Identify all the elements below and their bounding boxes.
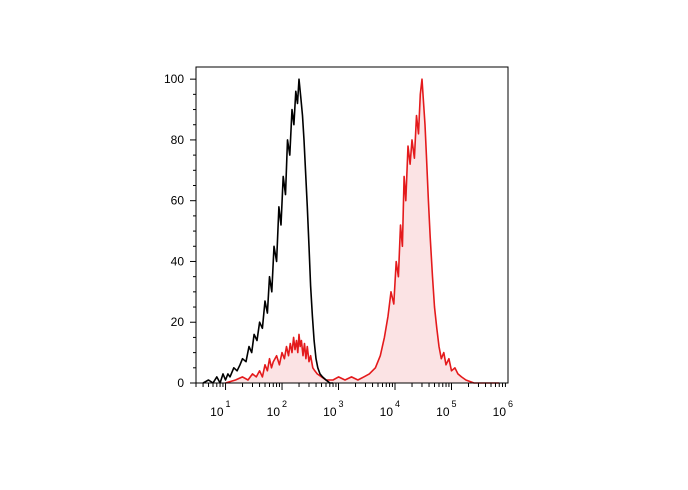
x-tick-label-base: 10 xyxy=(210,405,224,419)
x-tick-label-exponent: 1 xyxy=(226,399,231,409)
x-tick-label-exponent: 2 xyxy=(282,399,287,409)
x-tick-label-base: 10 xyxy=(493,405,507,419)
y-tick-label: 80 xyxy=(171,133,185,147)
series-0-line xyxy=(202,78,333,384)
plot-frame xyxy=(195,66,509,384)
series-1-line xyxy=(225,78,500,384)
x-tick-label-exponent: 3 xyxy=(339,399,344,409)
y-tick-label: 20 xyxy=(171,315,185,329)
x-tick-label-base: 10 xyxy=(323,405,337,419)
x-tick-label-exponent: 6 xyxy=(508,399,513,409)
y-tick-label: 40 xyxy=(171,254,185,268)
x-tick-label-exponent: 4 xyxy=(395,399,400,409)
x-tick-label-base: 10 xyxy=(267,405,281,419)
x-tick-label-base: 10 xyxy=(380,405,394,419)
y-tick-label: 100 xyxy=(164,72,184,86)
x-tick-label-base: 10 xyxy=(436,405,450,419)
y-tick-label: 0 xyxy=(177,376,184,390)
x-tick-label-exponent: 5 xyxy=(452,399,457,409)
y-tick-label: 60 xyxy=(171,194,185,208)
series-1-fill xyxy=(225,79,500,383)
